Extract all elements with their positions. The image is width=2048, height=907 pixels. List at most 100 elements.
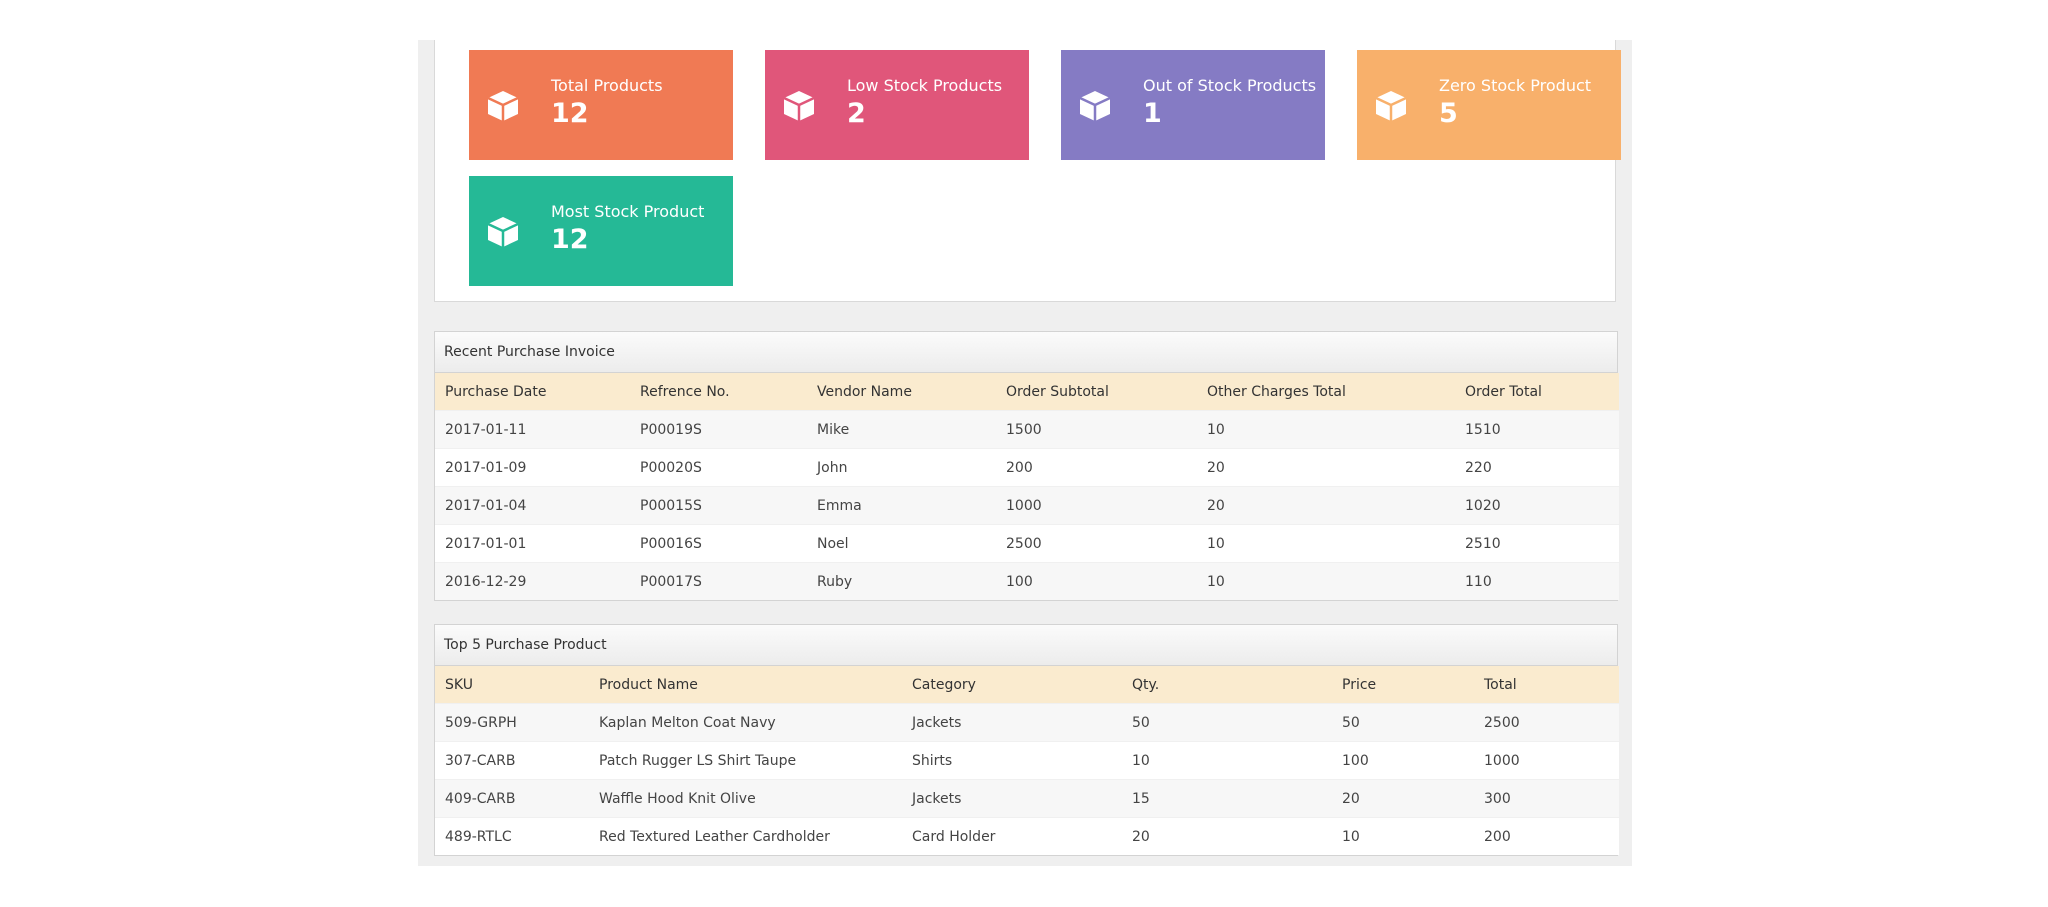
stat-card-zero-stock[interactable]: Zero Stock Product 5 bbox=[1357, 50, 1621, 160]
table-cell: 1500 bbox=[996, 410, 1197, 449]
table-cell: 2500 bbox=[1474, 703, 1619, 742]
table-cell: 1020 bbox=[1455, 486, 1619, 525]
table-cell: 220 bbox=[1455, 448, 1619, 487]
column-header[interactable]: SKU bbox=[445, 676, 473, 693]
table-cell: Ruby bbox=[807, 562, 996, 600]
table-cell: Noel bbox=[807, 524, 996, 563]
stat-card-out-of-stock[interactable]: Out of Stock Products 1 bbox=[1061, 50, 1325, 160]
stat-value: 12 bbox=[551, 224, 589, 255]
column-header[interactable]: Qty. bbox=[1132, 676, 1160, 693]
table-header-row: Purchase Date Refrence No. Vendor Name O… bbox=[435, 373, 1619, 411]
table-cell: P00016S bbox=[630, 524, 807, 563]
table-cell: Waffle Hood Knit Olive bbox=[589, 779, 902, 818]
table-cell: 10 bbox=[1197, 410, 1455, 449]
recent-purchase-invoice-panel: Recent Purchase Invoice Purchase Date Re… bbox=[434, 331, 1619, 601]
table-cell: Kaplan Melton Coat Navy bbox=[589, 703, 902, 742]
table-cell: 110 bbox=[1455, 562, 1619, 600]
table-cell: 50 bbox=[1122, 703, 1332, 742]
stat-card-low-stock[interactable]: Low Stock Products 2 bbox=[765, 50, 1029, 160]
table-cell: 2017-01-09 bbox=[435, 448, 630, 487]
table-cell: 489-RTLC bbox=[435, 817, 589, 855]
table-cell: 1000 bbox=[1474, 741, 1619, 780]
cube-icon bbox=[487, 217, 519, 247]
table-row[interactable]: 2017-01-09 P00020S John 200 20 220 bbox=[435, 448, 1619, 487]
column-header[interactable]: Order Total bbox=[1465, 383, 1542, 400]
table-cell: 20 bbox=[1197, 486, 1455, 525]
table-cell: 300 bbox=[1474, 779, 1619, 818]
column-header[interactable]: Total bbox=[1484, 676, 1517, 693]
table-cell: Jackets bbox=[902, 703, 1122, 742]
panel-title: Recent Purchase Invoice bbox=[435, 332, 1617, 373]
table-cell: Emma bbox=[807, 486, 996, 525]
table-cell: P00019S bbox=[630, 410, 807, 449]
column-header[interactable]: Order Subtotal bbox=[1006, 383, 1109, 400]
stat-value: 12 bbox=[551, 98, 589, 129]
table-cell: 2017-01-01 bbox=[435, 524, 630, 563]
table-cell: Red Textured Leather Cardholder bbox=[589, 817, 902, 855]
column-header[interactable]: Vendor Name bbox=[817, 383, 912, 400]
column-header[interactable]: Refrence No. bbox=[640, 383, 730, 400]
table-cell: 409-CARB bbox=[435, 779, 589, 818]
table-row[interactable]: 2017-01-01 P00016S Noel 2500 10 2510 bbox=[435, 524, 1619, 563]
table-row[interactable]: 509-GRPH Kaplan Melton Coat Navy Jackets… bbox=[435, 703, 1619, 742]
table-row[interactable]: 2017-01-04 P00015S Emma 1000 20 1020 bbox=[435, 486, 1619, 525]
dashboard-page: Total Products 12 Low Stock Products 2 O… bbox=[418, 40, 1632, 866]
invoice-table: Purchase Date Refrence No. Vendor Name O… bbox=[435, 373, 1619, 600]
stat-value: 5 bbox=[1439, 98, 1458, 129]
stat-label: Zero Stock Product bbox=[1439, 76, 1592, 95]
table-row[interactable]: 2017-01-11 P00019S Mike 1500 10 1510 bbox=[435, 410, 1619, 449]
table-cell: Card Holder bbox=[902, 817, 1122, 855]
cube-icon bbox=[783, 91, 815, 121]
column-header[interactable]: Price bbox=[1342, 676, 1377, 693]
stat-card-total-products[interactable]: Total Products 12 bbox=[469, 50, 733, 160]
table-cell: 1510 bbox=[1455, 410, 1619, 449]
table-row[interactable]: 489-RTLC Red Textured Leather Cardholder… bbox=[435, 817, 1619, 855]
cube-icon bbox=[487, 91, 519, 121]
table-header-row: SKU Product Name Category Qty. Price Tot… bbox=[435, 666, 1619, 704]
table-cell: Patch Rugger LS Shirt Taupe bbox=[589, 741, 902, 780]
table-cell: P00020S bbox=[630, 448, 807, 487]
table-cell: 10 bbox=[1332, 817, 1474, 855]
table-cell: 15 bbox=[1122, 779, 1332, 818]
table-cell: Mike bbox=[807, 410, 996, 449]
table-cell: 1000 bbox=[996, 486, 1197, 525]
stat-value: 2 bbox=[847, 98, 866, 129]
table-cell: 50 bbox=[1332, 703, 1474, 742]
table-row[interactable]: 307-CARB Patch Rugger LS Shirt Taupe Shi… bbox=[435, 741, 1619, 780]
stat-label: Out of Stock Products bbox=[1143, 76, 1317, 95]
panel-title: Top 5 Purchase Product bbox=[435, 625, 1617, 666]
stat-label: Low Stock Products bbox=[847, 76, 1003, 95]
table-cell: 20 bbox=[1122, 817, 1332, 855]
table-cell: P00015S bbox=[630, 486, 807, 525]
table-cell: 20 bbox=[1197, 448, 1455, 487]
column-header[interactable]: Product Name bbox=[599, 676, 698, 693]
stat-label: Most Stock Product bbox=[551, 202, 705, 221]
table-cell: 10 bbox=[1197, 562, 1455, 600]
product-table: SKU Product Name Category Qty. Price Tot… bbox=[435, 666, 1619, 855]
stats-panel: Total Products 12 Low Stock Products 2 O… bbox=[434, 40, 1621, 302]
table-cell: 20 bbox=[1332, 779, 1474, 818]
table-cell: John bbox=[807, 448, 996, 487]
table-cell: Shirts bbox=[902, 741, 1122, 780]
top-purchase-product-panel: Top 5 Purchase Product SKU Product Name … bbox=[434, 624, 1619, 856]
table-cell: 100 bbox=[1332, 741, 1474, 780]
table-row[interactable]: 2016-12-29 P00017S Ruby 100 10 110 bbox=[435, 562, 1619, 600]
cube-icon bbox=[1079, 91, 1111, 121]
stat-value: 1 bbox=[1143, 98, 1162, 129]
table-cell: 2016-12-29 bbox=[435, 562, 630, 600]
table-cell: 2017-01-04 bbox=[435, 486, 630, 525]
table-cell: 2500 bbox=[996, 524, 1197, 563]
table-row[interactable]: 409-CARB Waffle Hood Knit Olive Jackets … bbox=[435, 779, 1619, 818]
table-cell: 200 bbox=[1474, 817, 1619, 855]
table-cell: 509-GRPH bbox=[435, 703, 589, 742]
cube-icon bbox=[1375, 91, 1407, 121]
stat-card-most-stock[interactable]: Most Stock Product 12 bbox=[469, 176, 733, 286]
table-cell: 10 bbox=[1197, 524, 1455, 563]
table-cell: 307-CARB bbox=[435, 741, 589, 780]
column-header[interactable]: Purchase Date bbox=[445, 383, 547, 400]
table-cell: 2510 bbox=[1455, 524, 1619, 563]
column-header[interactable]: Category bbox=[912, 676, 976, 693]
column-header[interactable]: Other Charges Total bbox=[1207, 383, 1346, 400]
table-cell: 2017-01-11 bbox=[435, 410, 630, 449]
stat-label: Total Products bbox=[551, 76, 663, 95]
